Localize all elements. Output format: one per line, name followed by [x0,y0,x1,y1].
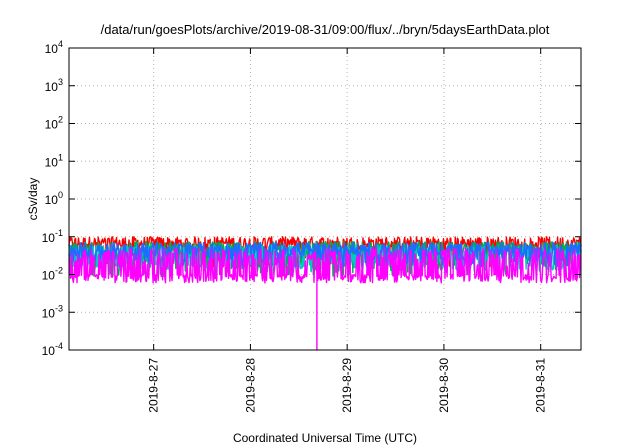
y-tick-exponent: 0 [58,190,63,200]
x-axis-ticks: 2019-8-27 2019-8-28 2019-8-29 2019-8-30 2019… [147,48,548,413]
y-tick-label: 103 [45,77,63,94]
series-line [68,247,582,351]
chart-title: /data/run/goesPlots/archive/2019-08-31/0… [101,22,550,37]
y-tick-exponent: 2 [58,115,63,125]
y-tick-label: 10-4 [42,341,63,358]
y-tick-label: 102 [45,115,63,132]
y-tick-label: 100 [45,190,63,207]
y-axis-label: cSv/day [26,178,40,221]
y-tick-exponent: -2 [55,266,63,276]
x-tick-label: 2019-8-29 [340,358,354,413]
y-tick-exponent: 3 [58,77,63,87]
y-tick-exponent: 4 [58,39,63,49]
y-tick-label: 101 [45,152,63,169]
x-tick-label: 2019-8-27 [147,358,161,413]
y-tick-label: 10-1 [42,228,63,245]
y-tick-exponent: -1 [55,228,63,238]
y-tick-label: 10-3 [42,303,63,320]
y-tick-label: 104 [45,39,63,56]
x-tick-label: 2019-8-30 [437,358,451,413]
data-series [68,236,582,351]
y-tick-exponent: -4 [55,341,63,351]
y-tick-label: 10-2 [42,266,63,283]
y-tick-exponent: -3 [55,303,63,313]
x-tick-label: 2019-8-28 [243,358,257,413]
grid-lines [69,48,581,350]
x-tick-label: 2019-8-31 [534,358,548,413]
y-tick-exponent: 1 [58,152,63,162]
x-axis-label: Coordinated Universal Time (UTC) [233,431,417,445]
